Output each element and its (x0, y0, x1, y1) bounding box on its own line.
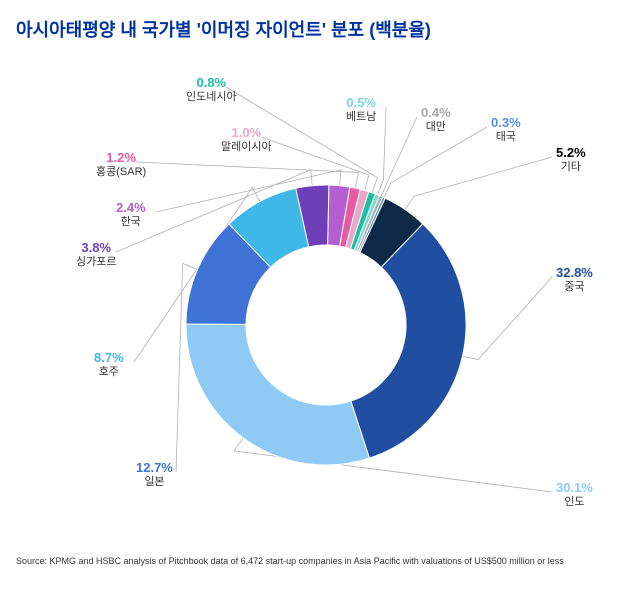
leader-8 (261, 137, 369, 190)
label-2: 30.1%인도 (556, 480, 593, 510)
label-name: 기타 (556, 161, 586, 175)
label-name: 베트남 (346, 111, 376, 125)
source-text: Source: KPMG and HSBC analysis of Pitchb… (16, 556, 617, 566)
slice-2 (186, 324, 369, 465)
page-title: 아시아태평양 내 국가별 '이머징 자이언트' 분포 (백분율) (16, 16, 617, 42)
label-pct: 8.7% (94, 350, 124, 366)
label-6: 2.4%한국 (116, 200, 146, 230)
donut-chart: 5.2%기타 32.8%중국 30.1%인도 12.7%일본 8.7%호주 3.8%싱가포… (16, 50, 616, 550)
label-5: 3.8%싱가포르 (76, 240, 116, 270)
label-pct: 12.7% (136, 460, 173, 476)
label-pct: 0.5% (346, 95, 376, 111)
leader-7 (136, 162, 359, 188)
leader-12 (384, 127, 487, 198)
label-0: 5.2%기타 (556, 145, 586, 175)
label-7: 1.2%홍콩(SAR) (96, 150, 146, 180)
label-pct: 30.1% (556, 480, 593, 496)
label-pct: 3.8% (76, 240, 116, 256)
label-11: 0.4%대만 (421, 105, 451, 135)
label-name: 홍콩(SAR) (96, 166, 146, 180)
label-pct: 2.4% (116, 200, 146, 216)
label-name: 말레이시아 (221, 141, 272, 155)
label-8: 1.0%말레이시아 (221, 125, 272, 155)
label-name: 일본 (136, 476, 173, 490)
label-1: 32.8%중국 (556, 265, 593, 295)
label-name: 한국 (116, 216, 146, 230)
label-10: 0.5%베트남 (346, 95, 376, 125)
label-pct: 1.2% (96, 150, 146, 166)
label-name: 싱가포르 (76, 256, 116, 270)
label-name: 인도 (556, 496, 593, 510)
label-pct: 0.8% (186, 75, 237, 91)
leader-1 (463, 277, 552, 360)
label-name: 인도네시아 (186, 91, 237, 105)
leader-11 (381, 117, 417, 196)
leader-10 (377, 107, 386, 195)
label-pct: 32.8% (556, 265, 593, 281)
label-pct: 1.0% (221, 125, 272, 141)
label-9: 0.8%인도네시아 (186, 75, 237, 105)
label-3: 12.7%일본 (136, 460, 173, 490)
label-name: 태국 (491, 131, 521, 145)
leader-0 (405, 157, 552, 209)
label-12: 0.3%태국 (491, 115, 521, 145)
label-name: 중국 (556, 281, 593, 295)
label-4: 8.7%호주 (94, 350, 124, 380)
label-name: 대만 (421, 121, 451, 135)
label-pct: 0.4% (421, 105, 451, 121)
label-pct: 5.2% (556, 145, 586, 161)
label-name: 호주 (94, 366, 124, 380)
slice-1 (351, 224, 466, 458)
label-pct: 0.3% (491, 115, 521, 131)
